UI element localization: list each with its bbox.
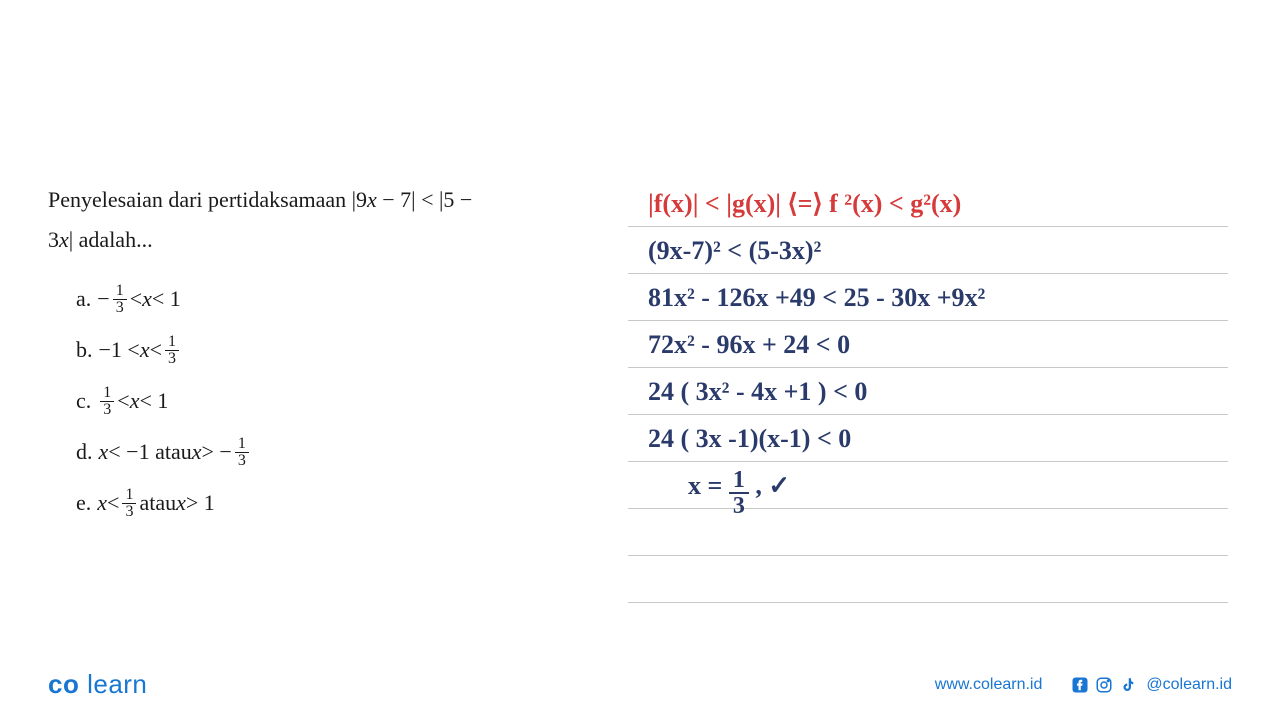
work-line-2: (9x-7)² < (5-3x)² [648,227,1228,274]
work-panel: |f(x)| < |g(x)| ⟨=⟩ f ²(x) < g²(x) (9x-7… [628,180,1228,538]
option-d-label: d. [76,437,93,468]
option-e-var2: x [176,488,186,519]
options-list: a. − 13 < x < 1 b. −1 < x < 13 c. 13 < x [48,283,588,520]
work-line-7: x = 1 3 , ✓ [648,462,1228,509]
main-content: Penyelesaian dari pertidaksamaan |9x − 7… [0,0,1280,538]
website-url: www.colearn.id [935,676,1043,694]
option-c-mid: < [117,386,129,417]
option-d-var1: x [99,437,109,468]
work-line-7-frac: 1 3 [729,468,749,518]
option-a-label: a. [76,284,91,315]
option-d-frac: 13 [235,436,249,469]
social-block: @colearn.id [1070,675,1232,695]
option-e-mid1: < [107,488,119,519]
option-e-post: > 1 [186,488,215,519]
option-a-frac: 13 [113,283,127,316]
option-b-mid: < [150,335,162,366]
option-d-mid2: > − [202,437,232,468]
brand-logo: co learn [48,669,147,700]
option-d: d. x < −1 atau x > − 13 [76,436,588,469]
option-e-label: e. [76,488,91,519]
q-line2-var: x [59,227,69,252]
work-line-5: 24 ( 3x² - 4x +1 ) < 0 [648,368,1228,415]
footer-right: www.colearn.id @colearn.id [935,675,1232,695]
option-c-var: x [130,386,140,417]
social-handle: @colearn.id [1146,676,1232,694]
option-e-mid2: atau [139,488,176,519]
option-d-var2: x [192,437,202,468]
option-b-var: x [140,335,150,366]
option-c-frac: 13 [100,385,114,418]
option-a-post: < 1 [152,284,181,315]
option-a-var: x [142,284,152,315]
option-e-var1: x [97,488,107,519]
q-line1-prefix: Penyelesaian dari pertidaksamaan |9 [48,187,367,212]
option-e-frac: 13 [122,487,136,520]
option-a-pre: − [97,284,109,315]
option-e: e. x < 13 atau x > 1 [76,487,588,520]
q-line2-suffix: | adalah... [69,227,153,252]
option-c: c. 13 < x < 1 [76,385,588,418]
option-c-post: < 1 [139,386,168,417]
option-b-pre: −1 < [99,335,140,366]
facebook-icon [1070,675,1090,695]
work-line-6: 24 ( 3x -1)(x-1) < 0 [648,415,1228,462]
work-line-3: 81x² - 126x +49 < 25 - 30x +9x² [648,274,1228,321]
q-line1-var: x [367,187,377,212]
option-d-mid1: < −1 atau [108,437,191,468]
option-a: a. − 13 < x < 1 [76,283,588,316]
work-line-1: |f(x)| < |g(x)| ⟨=⟩ f ²(x) < g²(x) [648,180,1228,227]
logo-learn: learn [87,669,147,699]
logo-co: co [48,669,79,699]
option-a-mid: < [130,284,142,315]
option-c-label: c. [76,386,91,417]
instagram-icon [1094,675,1114,695]
option-b-label: b. [76,335,93,366]
work-line-7-post: , ✓ [755,471,790,500]
tiktok-icon [1118,675,1138,695]
q-line1-mid: − 7| < |5 − [377,187,473,212]
question-panel: Penyelesaian dari pertidaksamaan |9x − 7… [48,180,588,538]
work-line-4: 72x² - 96x + 24 < 0 [648,321,1228,368]
option-b: b. −1 < x < 13 [76,334,588,367]
handwriting-block: |f(x)| < |g(x)| ⟨=⟩ f ²(x) < g²(x) (9x-7… [628,180,1228,509]
social-icons [1070,675,1138,695]
option-b-frac: 13 [165,334,179,367]
q-line2-prefix: 3 [48,227,59,252]
question-text: Penyelesaian dari pertidaksamaan |9x − 7… [48,180,588,259]
footer: co learn www.colearn.id @colearn.id [0,669,1280,700]
work-line-7-pre: x = [688,471,729,500]
